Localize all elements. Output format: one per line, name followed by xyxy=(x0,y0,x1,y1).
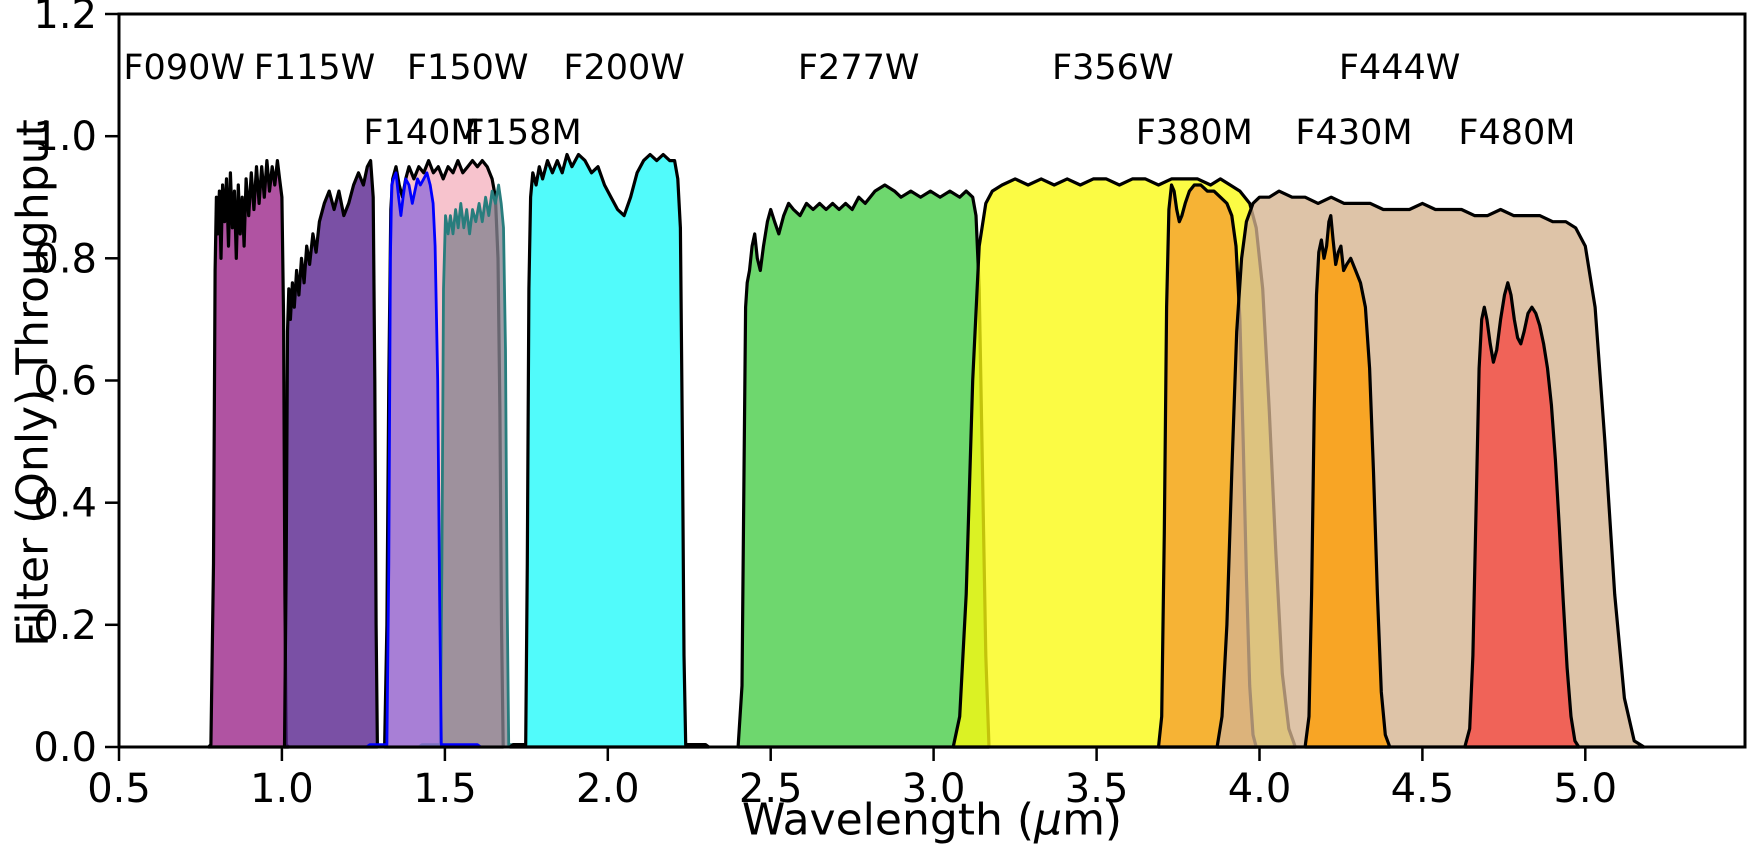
filter-label-f430m: F430M xyxy=(1295,113,1412,153)
filter-label-f115w: F115W xyxy=(254,48,376,88)
x-tick-label: 2.5 xyxy=(739,766,803,812)
x-tick-label: 0.5 xyxy=(87,766,151,812)
y-tick-label: 1.0 xyxy=(33,114,97,160)
filter-label-f200w: F200W xyxy=(563,48,685,88)
filter-label-f277w: F277W xyxy=(798,48,920,88)
x-tick-label: 1.0 xyxy=(250,766,314,812)
filter-curve-f444w xyxy=(1215,189,1646,749)
filter-label-f140m: F140M xyxy=(363,113,480,153)
x-tick-label: 4.5 xyxy=(1391,766,1455,812)
filter-label-f150w: F150W xyxy=(407,48,529,88)
filter-label-f380m: F380M xyxy=(1136,113,1253,153)
filter-curve-f158m xyxy=(417,183,528,749)
filter-curve-f115w xyxy=(282,159,379,749)
filter-label-f444w: F444W xyxy=(1339,48,1461,88)
filter-curve-f277w xyxy=(736,183,991,749)
filter-curve-f480m xyxy=(1463,281,1581,749)
y-tick-label: 1.2 xyxy=(33,0,97,38)
y-tick-label: 0.6 xyxy=(33,359,97,405)
x-axis-label-post: m) xyxy=(1062,794,1123,846)
y-tick-label: 0.2 xyxy=(33,603,97,649)
filter-curve-f140m xyxy=(365,171,483,749)
y-tick-label: 0.8 xyxy=(33,236,97,282)
x-tick-label: 3.0 xyxy=(902,766,966,812)
filter-curve-f090w xyxy=(207,159,290,749)
x-tick-label: 2.0 xyxy=(576,766,640,812)
filter-label-f480m: F480M xyxy=(1458,113,1575,153)
y-tick-label: 0.0 xyxy=(33,725,97,771)
x-tick-label: 5.0 xyxy=(1553,766,1617,812)
filter-label-f356w: F356W xyxy=(1052,48,1174,88)
x-tick-label: 3.5 xyxy=(1065,766,1129,812)
x-axis-label-pre: Wavelength ( xyxy=(741,794,1035,846)
x-tick-label: 1.5 xyxy=(413,766,477,812)
filter-label-f090w: F090W xyxy=(123,48,245,88)
x-axis-label: Wavelength (μm) xyxy=(742,795,1122,846)
filter-curve-f430m xyxy=(1303,214,1392,749)
filter-curve-f200w xyxy=(508,152,711,749)
x-tick-label: 4.0 xyxy=(1228,766,1292,812)
x-axis-label-mu: μ xyxy=(1034,794,1063,846)
y-tick-label: 0.4 xyxy=(33,481,97,527)
filter-label-f158m: F158M xyxy=(465,113,582,153)
y-axis-label: Filter (Only) Throughput xyxy=(7,119,59,647)
